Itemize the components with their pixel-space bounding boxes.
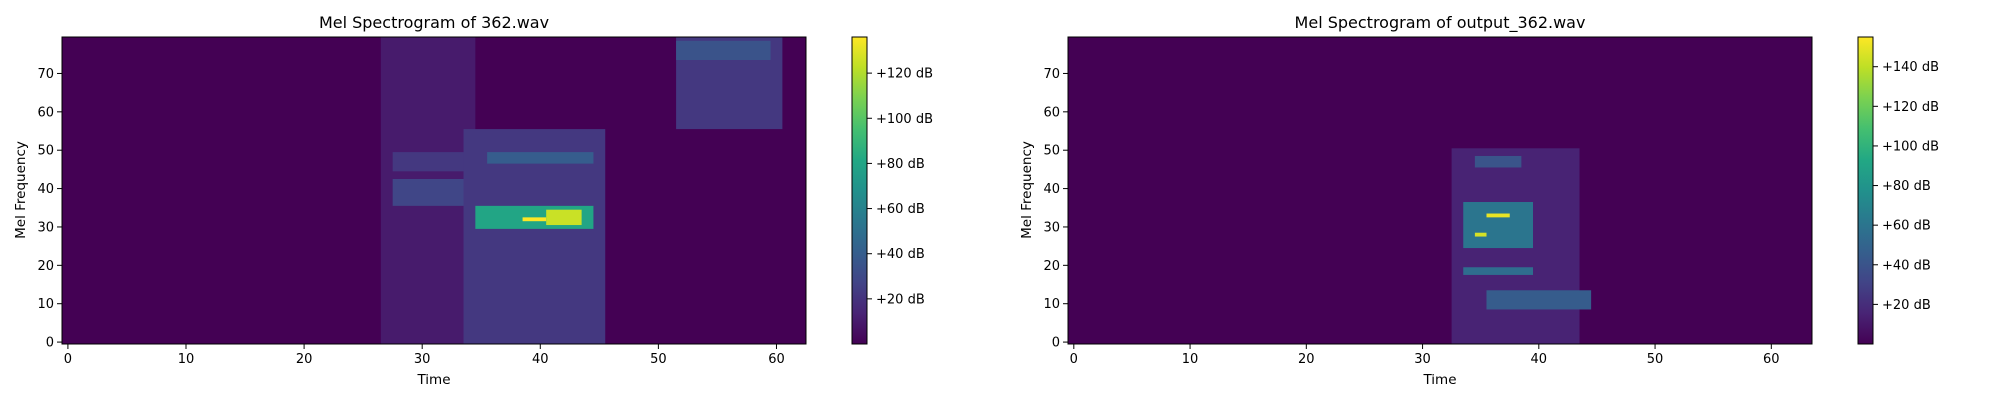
- plot-background: [1068, 37, 1812, 344]
- x-axis-label: Time: [1422, 372, 1456, 388]
- x-tick-label: 30: [1414, 352, 1431, 367]
- heatmap-cell: [487, 152, 594, 164]
- heatmap-cell: [676, 40, 771, 61]
- heatmap-cell: [1474, 232, 1487, 237]
- heatmap-cell: [392, 178, 476, 206]
- colorbar-tick-label: +80 dB: [1882, 179, 1931, 194]
- x-tick-label: 40: [532, 352, 549, 367]
- y-tick-label: 50: [37, 144, 54, 159]
- colorbar-tick-label: +20 dB: [876, 292, 925, 307]
- y-tick-label: 20: [1043, 259, 1060, 274]
- chart-title: Mel Spectrogram of output_362.wav: [1295, 13, 1586, 33]
- colorbar: [1857, 36, 1874, 345]
- heatmap-cell: [1474, 155, 1522, 168]
- x-tick-label: 30: [414, 352, 431, 367]
- y-tick-label: 50: [1043, 144, 1060, 159]
- heatmap-layer: [1451, 148, 1592, 344]
- heatmap-cell: [1486, 290, 1592, 310]
- colorbar-tick-label: +140 dB: [1882, 60, 1939, 75]
- y-tick-label: 40: [37, 182, 54, 197]
- colorbar-tick-label: +40 dB: [1882, 258, 1931, 273]
- y-axis: 0 10 20 30 40 50 60 70: [1043, 67, 1068, 351]
- heatmap-cell: [392, 152, 464, 172]
- y-tick-label: 10: [1043, 297, 1060, 312]
- heatmap-cell: [546, 209, 582, 226]
- colorbar-tick-label: +80 dB: [876, 157, 925, 172]
- x-tick-label: 0: [64, 352, 72, 367]
- x-tick-label: 40: [1531, 352, 1548, 367]
- colorbar-ticks: +20 dB +40 dB +60 dB +80 dB +100 dB +120 dB: [867, 67, 933, 307]
- colorbar-tick-label: +60 dB: [1882, 219, 1931, 234]
- plot-frame: [61, 36, 807, 345]
- x-tick-label: 60: [768, 352, 785, 367]
- heatmap-cell: [1463, 267, 1533, 275]
- colorbar-tick-label: +40 dB: [876, 247, 925, 262]
- y-tick-label: 20: [37, 259, 54, 274]
- y-tick-label: 30: [37, 220, 54, 235]
- colorbar-tick-label: +120 dB: [1882, 100, 1939, 115]
- spectrogram-panel-2: Mel Spectrogram of output_362.wav 0 10 20 3…: [1019, 13, 1939, 388]
- x-tick-label: 20: [296, 352, 313, 367]
- heatmap-cell: [463, 129, 606, 344]
- colorbar-tick-label: +120 dB: [876, 67, 933, 82]
- heatmap-cell: [1463, 202, 1533, 249]
- y-tick-label: 30: [1043, 220, 1060, 235]
- y-axis: 0 10 20 30 40 50 60 70: [37, 67, 62, 351]
- x-tick-label: 10: [178, 352, 195, 367]
- y-tick-label: 70: [1043, 67, 1060, 82]
- x-axis: 0 10 20 30 40 50 60: [64, 344, 785, 367]
- heatmap-cell: [522, 217, 547, 222]
- x-axis-label: Time: [416, 372, 450, 388]
- x-tick-label: 60: [1763, 352, 1780, 367]
- y-tick-label: 0: [1052, 336, 1060, 351]
- heatmap-layer: [380, 37, 783, 344]
- y-tick-label: 60: [1043, 105, 1060, 120]
- colorbar: [851, 36, 868, 345]
- y-tick-label: 60: [37, 105, 54, 120]
- colorbar-tick-label: +100 dB: [876, 112, 933, 127]
- x-tick-label: 0: [1070, 352, 1078, 367]
- colorbar-tick-label: +100 dB: [1882, 139, 1939, 154]
- x-axis: 0 10 20 30 40 50 60: [1070, 344, 1780, 367]
- x-tick-label: 10: [1182, 352, 1199, 367]
- y-tick-label: 40: [1043, 182, 1060, 197]
- y-tick-label: 10: [37, 297, 54, 312]
- heatmap-cell: [1486, 213, 1510, 218]
- colorbar-tick-label: +20 dB: [1882, 298, 1931, 313]
- colorbar-ticks: +20 dB +40 dB +60 dB +80 dB +100 dB +120 dB +1…: [1873, 60, 1939, 313]
- spectrogram-panel-1: Mel Spectrogram of 362.wav 0 10 20 30 40 50 60…: [13, 13, 933, 388]
- plot-frame: [1067, 36, 1813, 345]
- chart-title: Mel Spectrogram of 362.wav: [319, 13, 549, 32]
- y-axis-label: Mel Frequency: [13, 141, 29, 239]
- x-tick-label: 50: [1647, 352, 1664, 367]
- x-tick-label: 50: [650, 352, 667, 367]
- y-axis-label: Mel Frequency: [1019, 141, 1035, 239]
- y-tick-label: 0: [46, 336, 54, 351]
- y-tick-label: 70: [37, 67, 54, 82]
- x-tick-label: 20: [1298, 352, 1315, 367]
- colorbar-tick-label: +60 dB: [876, 202, 925, 217]
